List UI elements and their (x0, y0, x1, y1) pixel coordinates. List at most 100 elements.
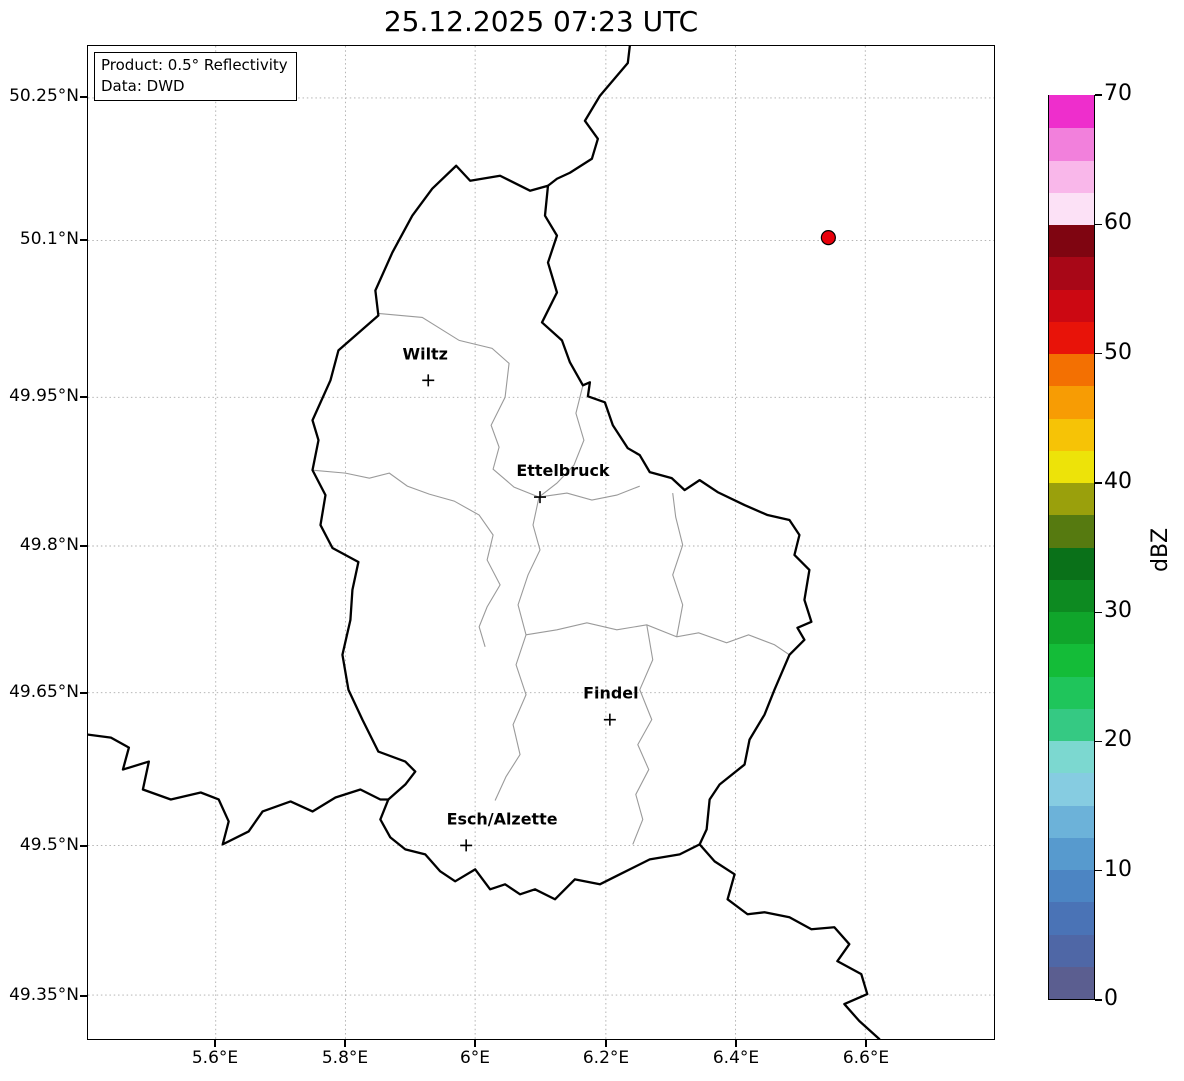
colorbar-segment (1049, 740, 1094, 774)
colorbar-segment (1049, 546, 1094, 580)
district-border-line (538, 485, 640, 501)
colorbar-segment (1049, 353, 1094, 387)
city-label-esch-alzette: Esch/Alzette (447, 809, 558, 828)
district-border-line (378, 312, 540, 498)
city-label-findel: Findel (583, 684, 638, 703)
city-label-wiltz: Wiltz (403, 344, 448, 363)
city-marker-findel (603, 713, 616, 726)
product-info-box: Product: 0.5° Reflectivity Data: DWD (94, 52, 297, 101)
x-tick-mark (605, 1040, 607, 1047)
colorbar-segment (1049, 417, 1094, 451)
y-tick-mark (80, 692, 87, 694)
colorbar-tick-label: 0 (1104, 986, 1118, 1011)
y-tick-label: 49.35°N (9, 985, 79, 1005)
y-tick-mark (80, 845, 87, 847)
x-tick-mark (865, 1040, 867, 1047)
colorbar-tick-label: 50 (1104, 339, 1132, 365)
colorbar-tick-label: 60 (1104, 210, 1132, 236)
district-border-line (538, 385, 585, 498)
colorbar-segment (1049, 869, 1094, 903)
colorbar-tick-mark (1095, 740, 1102, 743)
colorbar-segment (1049, 192, 1094, 225)
colorbar (1048, 95, 1095, 1000)
city-marker-wiltz (422, 374, 435, 387)
colorbar-segment (1049, 804, 1094, 838)
colorbar-segment (1049, 385, 1094, 419)
colorbar-segment (1049, 95, 1094, 129)
map-plot-area: Wiltz Ettelbruck Findel Esch/Alzette Produc… (87, 45, 995, 1040)
colorbar-segment (1049, 837, 1094, 870)
colorbar-segment (1049, 708, 1094, 741)
colorbar-segment (1049, 482, 1094, 516)
colorbar-tick-mark (1095, 870, 1102, 872)
colorbar-tick-mark (1095, 482, 1102, 484)
colorbar-segment (1049, 256, 1094, 290)
colorbar-segment (1049, 643, 1094, 677)
district-border-line (632, 624, 654, 845)
district-borders (312, 312, 790, 845)
colorbar-axis-label: dBZ (1148, 527, 1173, 572)
product-info-line: Product: 0.5° Reflectivity (101, 56, 288, 74)
colorbar-segment (1049, 675, 1094, 709)
district-border-line (312, 469, 501, 647)
figure-title: 25.12.2025 07:23 UTC (383, 5, 699, 38)
colorbar-tick-label: 10 (1104, 856, 1132, 882)
district-border-line (494, 496, 541, 801)
y-tick-mark (80, 239, 87, 241)
y-tick-label: 49.95°N (9, 386, 79, 406)
city-marker-esch-alzette (460, 839, 473, 852)
y-tick-label: 50.1°N (19, 229, 79, 249)
x-tick-label: 5.6°E (191, 1048, 239, 1068)
border-line-north (546, 46, 631, 187)
x-tick-mark (214, 1040, 216, 1047)
colorbar-segment (1049, 450, 1094, 483)
colorbar-segment (1049, 901, 1094, 935)
city-marker-ettelbruck (534, 491, 546, 504)
border-line-southeast (698, 843, 881, 1039)
luxembourg-country-border (311, 164, 813, 901)
map-svg: Wiltz Ettelbruck Findel Esch/Alzette (88, 46, 994, 1039)
y-tick-mark (80, 545, 87, 547)
data-source-line: Data: DWD (101, 77, 185, 95)
district-border-line (672, 493, 684, 637)
y-tick-label: 49.65°N (9, 682, 79, 702)
colorbar-tick-mark (1095, 999, 1102, 1001)
radar-echo-marker (820, 230, 836, 246)
x-tick-mark (344, 1040, 346, 1047)
colorbar-segment (1049, 288, 1094, 322)
colorbar-segment (1049, 611, 1094, 645)
colorbar-tick-mark (1095, 352, 1102, 355)
y-tick-label: 50.25°N (9, 86, 79, 106)
city-label-ettelbruck: Ettelbruck (516, 461, 610, 480)
colorbar-segment (1049, 579, 1094, 612)
colorbar-tick-label: 70 (1104, 81, 1132, 106)
grid-lines (88, 46, 994, 1039)
colorbar-segment (1049, 514, 1094, 548)
colorbar-segment (1049, 966, 1094, 999)
colorbar-segment (1049, 159, 1094, 193)
x-tick-mark (474, 1040, 476, 1047)
y-tick-label: 49.5°N (19, 835, 79, 855)
colorbar-tick-mark (1095, 223, 1102, 225)
x-tick-label: 6.4°E (712, 1048, 760, 1068)
colorbar-tick-label: 30 (1104, 598, 1132, 624)
x-tick-label: 6.2°E (582, 1048, 630, 1068)
colorbar-segment (1049, 224, 1094, 258)
x-tick-mark (735, 1040, 737, 1047)
colorbar-tick-label: 40 (1104, 468, 1132, 494)
colorbar-tick-mark (1095, 94, 1102, 96)
x-tick-label: 6°E (459, 1048, 491, 1068)
y-tick-mark (80, 995, 87, 997)
colorbar-segment (1049, 772, 1094, 806)
x-tick-label: 5.8°E (321, 1048, 369, 1068)
colorbar-segment (1049, 933, 1094, 967)
district-border-line (525, 622, 790, 656)
y-tick-label: 49.8°N (19, 535, 79, 555)
y-tick-mark (80, 396, 87, 398)
colorbar-segment (1049, 127, 1094, 161)
border-line-southwest (88, 733, 390, 846)
colorbar-tick-label: 20 (1104, 727, 1132, 753)
y-tick-mark (80, 96, 87, 98)
colorbar-tick-mark (1095, 611, 1102, 613)
